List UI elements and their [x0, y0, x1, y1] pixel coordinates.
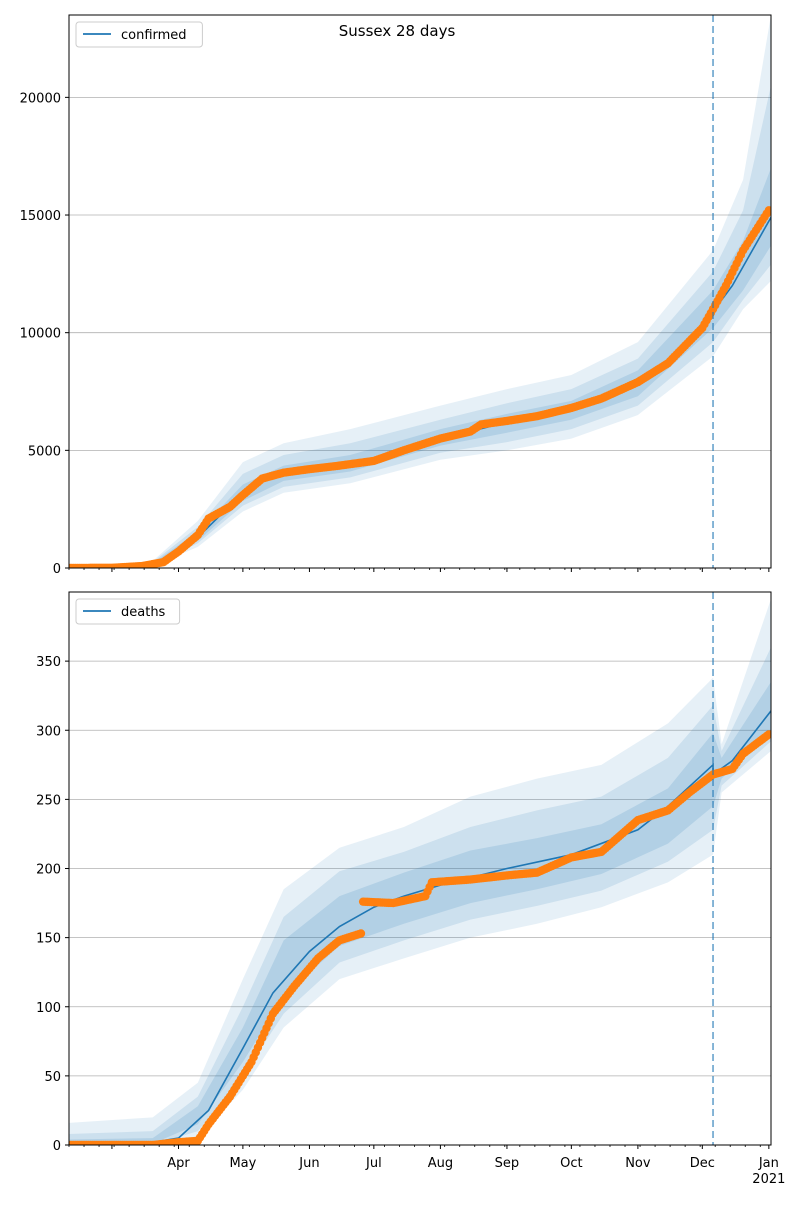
legend: confirmed: [75, 21, 203, 48]
y-tick-label: 5000: [28, 444, 61, 459]
chart-title: Sussex 28 days: [339, 22, 456, 40]
axes-frame: [68, 14, 772, 569]
y-tick-label: 300: [36, 724, 61, 739]
x-tick-label: Nov: [625, 1156, 651, 1171]
x-tick-label: Oct: [560, 1156, 582, 1171]
x-year-label: 2021: [752, 1172, 785, 1187]
observed-point: [764, 730, 771, 739]
uncertainty-band-outer: [69, 15, 771, 568]
y-tick-label: 10000: [20, 327, 61, 342]
plot-area: [69, 598, 771, 1145]
legend-label: deaths: [121, 605, 166, 620]
x-tick-label: Jan: [758, 1156, 779, 1171]
model-line-deaths: [69, 710, 771, 1145]
deaths-panel: 0 50 100 150 200 250 300 350 Apr May Jun Jul Aug Sep O…: [36, 591, 785, 1187]
y-tick-label: 250: [36, 793, 61, 808]
y-tick-label: 20000: [20, 91, 61, 106]
y-tick-label: 0: [53, 562, 61, 577]
observed-point: [356, 929, 366, 938]
x-tick-label: Jul: [365, 1156, 382, 1171]
x-tick-label: May: [229, 1156, 256, 1171]
x-tick-label: Jun: [298, 1156, 319, 1171]
confirmed-panel: 0 5000 10000 15000 20000 confirmed: [20, 14, 772, 577]
y-tick-label: 150: [36, 932, 61, 947]
y-tick-label: 15000: [20, 209, 61, 224]
observed-point: [764, 206, 771, 215]
legend: deaths: [75, 598, 181, 625]
y-tick-label: 350: [36, 655, 61, 670]
x-tick-label: Dec: [690, 1156, 715, 1171]
legend-label: confirmed: [121, 28, 187, 43]
y-tick-label: 0: [53, 1139, 61, 1154]
uncertainty-band-outer: [69, 598, 771, 1145]
y-tick-label: 50: [44, 1070, 61, 1085]
x-tick-label: Apr: [167, 1156, 190, 1171]
uncertainty-band-middle: [69, 85, 771, 568]
x-tick-label: Aug: [428, 1156, 453, 1171]
uncertainty-band-inner: [69, 681, 771, 1145]
x-tick-label: Sep: [495, 1156, 520, 1171]
y-tick-label: 200: [36, 863, 61, 878]
plot-area: [69, 15, 771, 568]
y-tick-label: 100: [36, 1001, 61, 1016]
legend-box: [75, 598, 181, 625]
legend-box: [75, 21, 203, 48]
